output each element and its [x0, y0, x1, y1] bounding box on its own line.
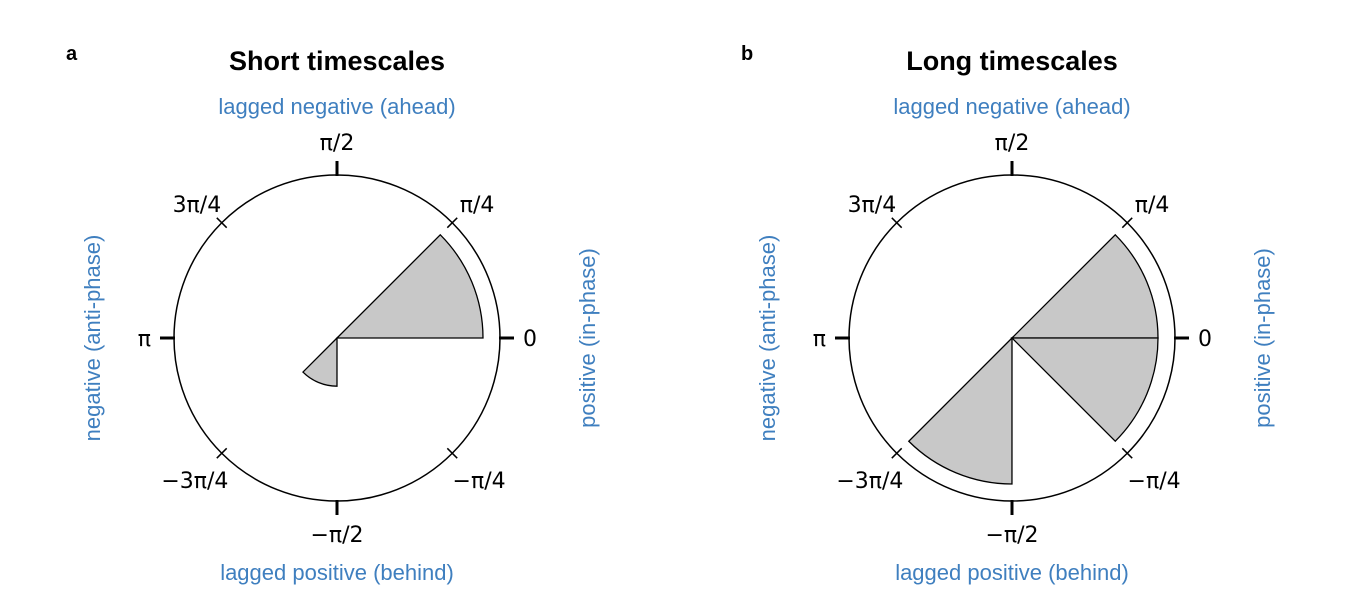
- tick-label: π/2: [995, 131, 1030, 156]
- rose-plot-area: 0 π/4 π/2 3π/4 π −3π/4 −π/2 −π/4: [813, 131, 1212, 548]
- tick-label: π/4: [1135, 193, 1170, 218]
- tick-label: π/2: [320, 131, 355, 156]
- sector-wedge: [1010, 233, 1159, 339]
- axis-tick: [1121, 217, 1133, 229]
- tick-label: −π/4: [1128, 469, 1181, 494]
- left-axis-label: negative (anti-phase): [755, 235, 780, 442]
- sector-wedge: [302, 336, 338, 387]
- tick-label: −3π/4: [836, 469, 903, 494]
- tick-label: 0: [523, 327, 537, 352]
- rose-chart-b: b Long timescales lagged negative (ahead…: [741, 43, 1275, 585]
- axis-tick: [446, 217, 458, 229]
- chart-title: Short timescales: [229, 46, 445, 76]
- axis-tick: [216, 217, 228, 229]
- panel-label: b: [741, 43, 753, 65]
- tick-label: −π/4: [453, 469, 506, 494]
- axis-tick: [891, 447, 903, 459]
- panel-b: b Long timescales lagged negative (ahead…: [675, 0, 1350, 600]
- axis-tick: [446, 447, 458, 459]
- left-axis-label: negative (anti-phase): [80, 235, 105, 442]
- tick-label: −π/2: [310, 523, 363, 548]
- axis-tick: [1121, 447, 1133, 459]
- tick-label: −3π/4: [161, 469, 228, 494]
- top-axis-label: lagged negative (ahead): [893, 94, 1130, 119]
- bottom-axis-label: lagged positive (behind): [220, 560, 454, 585]
- tick-label: π/4: [460, 193, 495, 218]
- axis-tick: [216, 447, 228, 459]
- rose-chart-a: a Short timescales lagged negative (ahea…: [66, 43, 600, 585]
- tick-label: π: [813, 327, 826, 352]
- sector-wedge: [335, 233, 484, 339]
- tick-label: π: [138, 327, 151, 352]
- panel-label: a: [66, 43, 78, 65]
- tick-label: 3π/4: [848, 193, 897, 218]
- axis-tick: [891, 217, 903, 229]
- tick-label: −π/2: [985, 523, 1038, 548]
- top-axis-label: lagged negative (ahead): [218, 94, 455, 119]
- bottom-axis-label: lagged positive (behind): [895, 560, 1129, 585]
- panel-a: a Short timescales lagged negative (ahea…: [66, 43, 600, 585]
- chart-title: Long timescales: [906, 46, 1118, 76]
- sector-wedge: [907, 336, 1013, 485]
- tick-label: 0: [1198, 327, 1212, 352]
- right-axis-label: positive (in-phase): [1250, 248, 1275, 428]
- right-axis-label: positive (in-phase): [575, 248, 600, 428]
- tick-label: 3π/4: [173, 193, 222, 218]
- rose-plot-area: 0 π/4 π/2 3π/4 π −3π/4 −π/2 −π/4: [138, 131, 537, 548]
- sector-wedge: [1010, 337, 1159, 443]
